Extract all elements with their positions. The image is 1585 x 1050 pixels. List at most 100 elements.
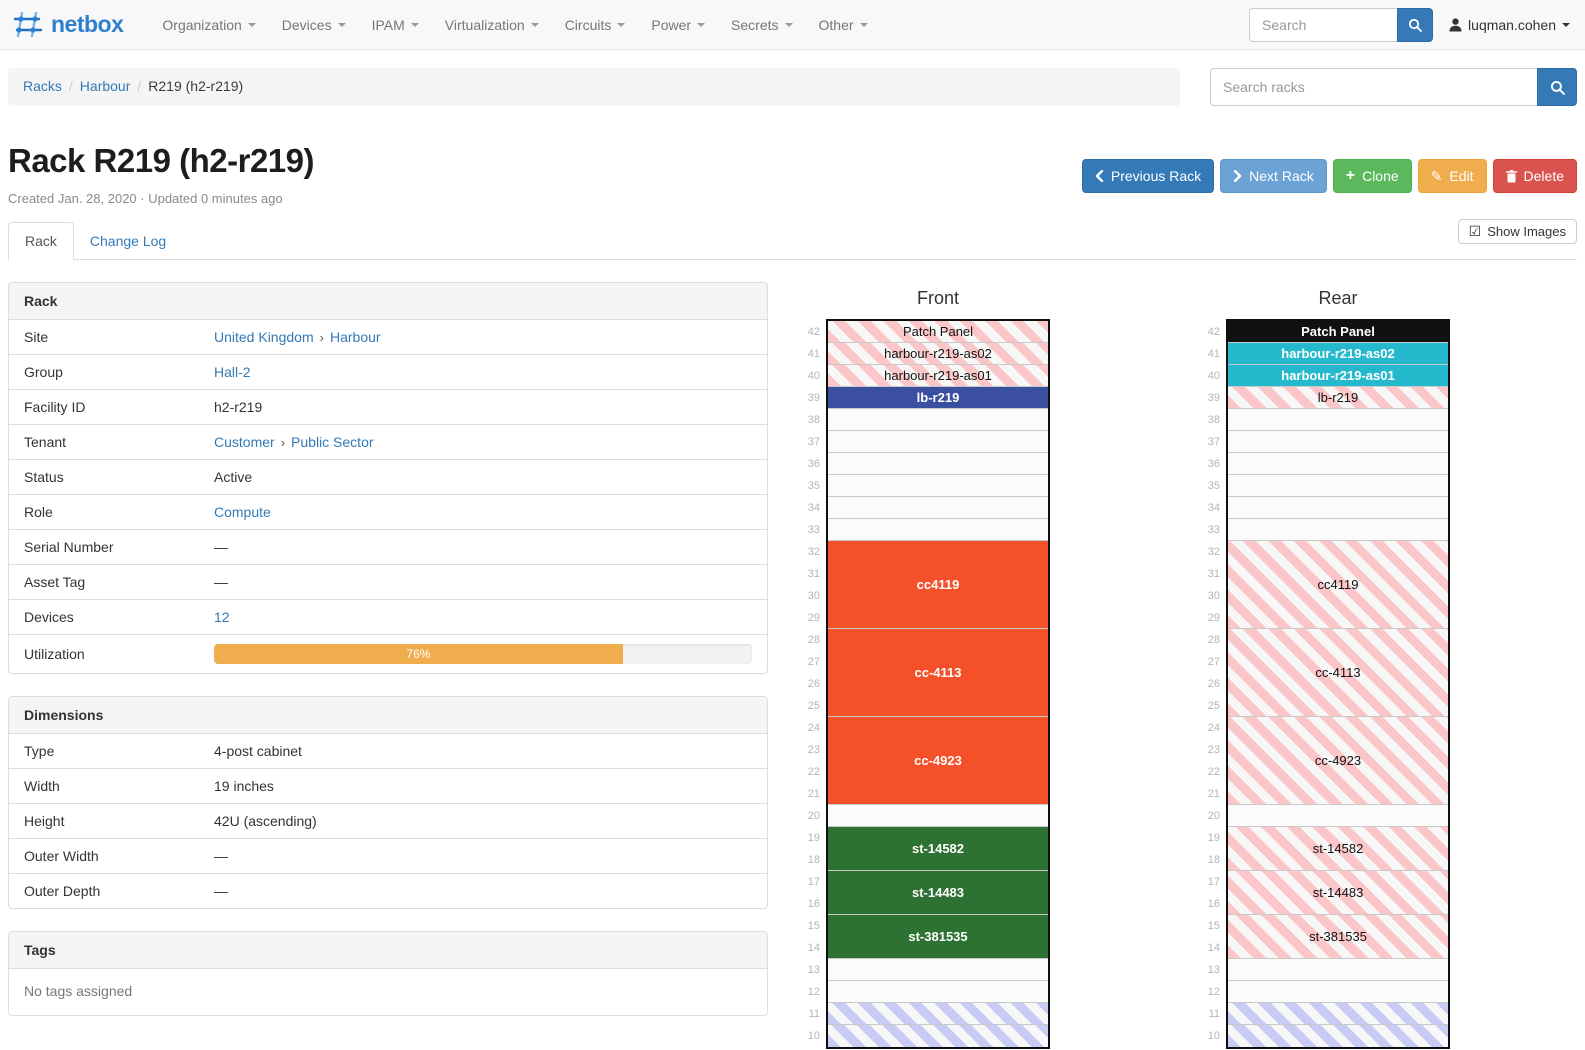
clone-button[interactable]: + Clone [1332,159,1412,193]
rack-device[interactable]: harbour-r219-as01 [1228,365,1448,387]
field-value: Hall-2 [199,354,767,390]
rack-device[interactable]: Patch Panel [828,321,1048,343]
field-label: Height [9,803,199,839]
rack-device[interactable]: st-14483 [1228,871,1448,915]
rack-search-input[interactable] [1210,68,1537,106]
panel-title: Dimensions [9,697,767,734]
device-label: st-381535 [1309,929,1367,944]
unit-number: 15 [1207,920,1220,932]
field-label: Asset Tag [9,564,199,600]
rack-device[interactable]: lb-r219 [1228,387,1448,409]
edit-button[interactable]: ✎ Edit [1417,159,1487,193]
rack-device[interactable]: lb-r219 [828,387,1048,409]
delete-button[interactable]: Delete [1492,159,1577,193]
menu-secrets[interactable]: Secrets [718,0,805,50]
rack-diagram-rear: Patch Panel harbour-r219-as02 harbour-r219… [1226,319,1450,1049]
field-label: Type [24,743,55,759]
device-label: st-14483 [911,885,965,900]
value-link[interactable]: United Kingdom [214,329,314,345]
rack-device[interactable]: st-14483 [828,871,1048,915]
field-value: — [199,564,767,600]
rack-diagram-front: Patch Panel harbour-r219-as02 harbour-r219… [826,319,1050,1049]
unit-number: 36 [1207,458,1220,470]
global-search-input[interactable] [1249,7,1398,42]
rack-device[interactable]: st-14582 [828,827,1048,871]
menu-devices[interactable]: Devices [269,0,359,50]
rack-device[interactable]: harbour-r219-as01 [828,365,1048,387]
rack-device[interactable]: cc-4113 [1228,629,1448,717]
rack-device[interactable]: cc-4923 [828,717,1048,805]
device-label: cc-4113 [1315,665,1361,680]
elevation-title: Rear [1318,288,1358,308]
value-link[interactable]: Harbour [329,329,381,345]
value-link[interactable]: Hall-2 [214,364,251,380]
menu-other[interactable]: Other [806,0,881,50]
netbox-logo-icon [13,11,43,38]
rack-search-button[interactable] [1537,68,1577,106]
rack-device[interactable]: Patch Panel [1228,321,1448,343]
device-label: lb-r219 [1317,390,1359,405]
rack-device[interactable]: harbour-r219-as02 [828,343,1048,365]
unit-number: 11 [808,1008,820,1020]
rack-device[interactable]: st-14582 [1228,827,1448,871]
breadcrumb-item[interactable]: Harbour [79,78,131,94]
tab-rack[interactable]: Rack [8,222,74,260]
value-link[interactable]: 12 [214,609,230,625]
unit-number: 26 [1207,678,1220,690]
unit-number: 21 [1207,788,1220,800]
rack-unit-empty [1228,431,1448,453]
value-link[interactable]: Public Sector [291,434,374,450]
field-value: United Kingdom › Harbour [199,320,767,355]
info-row: Serial Number — [9,529,767,565]
field-label: Utilization [9,634,199,673]
info-row: Outer Depth — [9,873,767,908]
rack-unit-reserved [1228,1025,1448,1047]
menu-power[interactable]: Power [638,0,718,50]
rack-device[interactable]: cc-4113 [828,629,1048,717]
unit-number: 20 [1207,810,1220,822]
value-link[interactable]: Customer [214,434,275,450]
chevron-down-icon [337,22,346,27]
rack-device[interactable]: cc-4923 [1228,717,1448,805]
rack-device[interactable]: st-381535 [1228,915,1448,959]
value-text: — [214,574,228,590]
unit-number: 29 [807,612,820,624]
rack-unit-empty [1228,959,1448,981]
device-label: cc-4923 [1314,753,1362,768]
rack-device[interactable]: harbour-r219-as02 [1228,343,1448,365]
rack-device[interactable]: st-381535 [828,915,1048,959]
elevation-title: Front [916,288,959,308]
value-text: — [214,848,228,864]
chevron-down-icon [247,22,256,27]
user-menu[interactable]: luqman.cohen [1449,17,1570,33]
utilization-percent: 76% [406,647,431,661]
unit-number: 38 [807,414,820,426]
value-link[interactable]: Compute [214,504,271,520]
tab-change-log[interactable]: Change Log [89,233,167,249]
rack-unit-empty [1228,805,1448,827]
unit-number: 37 [1207,436,1220,448]
device-label: st-14483 [1312,885,1364,900]
field-label: Tenant [9,424,199,460]
show-images-button[interactable]: ☑ Show Images [1457,219,1577,244]
menu-circuits[interactable]: Circuits [552,0,639,50]
unit-number: 37 [807,436,820,448]
next-rack-button[interactable]: Next Rack [1220,159,1327,193]
netbox-logo[interactable]: netbox [12,10,124,39]
info-row: Width 19 inches [9,768,767,804]
info-row: Role Compute [9,494,767,530]
rack-unit-reserved [828,1003,1048,1025]
unit-number: 16 [1207,898,1220,910]
menu-ipam[interactable]: IPAM [359,0,432,50]
unit-number: 10 [1207,1030,1220,1042]
menu-organization[interactable]: Organization [149,0,268,50]
menu-virtualization[interactable]: Virtualization [432,0,552,50]
breadcrumb-item[interactable]: Racks [23,78,62,94]
rack-device[interactable]: cc4119 [1228,541,1448,629]
rack-device[interactable]: cc4119 [828,541,1048,629]
field-label: Serial Number [9,529,199,565]
previous-rack-button[interactable]: Previous Rack [1081,159,1215,193]
unit-number: 15 [807,920,820,932]
unit-number: 11 [1208,1008,1220,1020]
global-search-button[interactable] [1397,7,1434,42]
